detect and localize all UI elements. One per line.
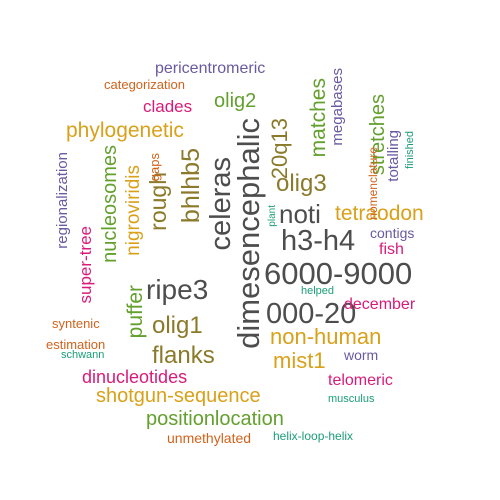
word-december: december (344, 296, 416, 313)
word-nomenclature: nomenclature (366, 147, 380, 220)
word-olig2: olig2 (214, 90, 257, 112)
word-schwann: schwann (61, 349, 105, 361)
word-mist1: mist1 (273, 348, 326, 373)
word-dimesencephalic: dimesencephalic (231, 118, 266, 349)
word-syntenic: syntenic (52, 316, 100, 331)
word-fish: fish (379, 241, 404, 258)
word-matches: matches (307, 78, 330, 158)
word-worm: worm (344, 347, 379, 363)
word-super-tree: super-tree (76, 226, 95, 304)
word-pericentromeric: pericentromeric (155, 60, 266, 77)
word-puffer: puffer (124, 285, 147, 339)
word-positionlocation: positionlocation (146, 408, 284, 430)
word-h3-h4: h3-h4 (281, 225, 356, 257)
word-bhlhb5: bhlhb5 (177, 148, 205, 224)
word-nigroviridis: nigroviridis (123, 165, 144, 256)
word-totalling: totalling (385, 130, 402, 182)
word-shotgun-sequence: shotgun-sequence (96, 385, 261, 407)
word-categorization: categorization (104, 77, 185, 92)
word-helped: helped (301, 285, 335, 297)
word-celeras: celeras (205, 157, 237, 251)
word-telomeric: telomeric (328, 372, 393, 389)
word-dinucleotides: dinucleotides (82, 367, 188, 387)
word-non-human: non-human (270, 324, 382, 349)
word-finished: finished (404, 131, 416, 169)
word-plant: plant (267, 205, 278, 227)
word-olig3: olig3 (276, 170, 327, 197)
word-musculus: musculus (328, 393, 375, 405)
word-megabases: megabases (329, 68, 346, 146)
word-contigs: contigs (370, 225, 415, 241)
word-nucleosomes: nucleosomes (99, 145, 121, 263)
word-000-20: 000-20 (266, 298, 357, 330)
word-clades: clades (143, 97, 193, 116)
word-noti: noti (279, 199, 321, 229)
word-estimation: estimation (46, 337, 106, 352)
word-regionalization: regionalization (54, 152, 71, 249)
word-ripe3: ripe3 (146, 274, 209, 305)
word-unmethylated: unmethylated (167, 430, 252, 446)
word-olig1: olig1 (152, 312, 203, 339)
word-flanks: flanks (152, 342, 215, 369)
word-gaps: gaps (147, 153, 162, 182)
word-tetraodon: tetraodon (335, 202, 424, 225)
word-6000-9000: 6000-9000 (264, 256, 413, 291)
word-phylogenetic: phylogenetic (66, 119, 184, 142)
word-helix-loop-helix: helix-loop-helix (273, 429, 354, 443)
word-20q13: 20q13 (267, 118, 292, 180)
